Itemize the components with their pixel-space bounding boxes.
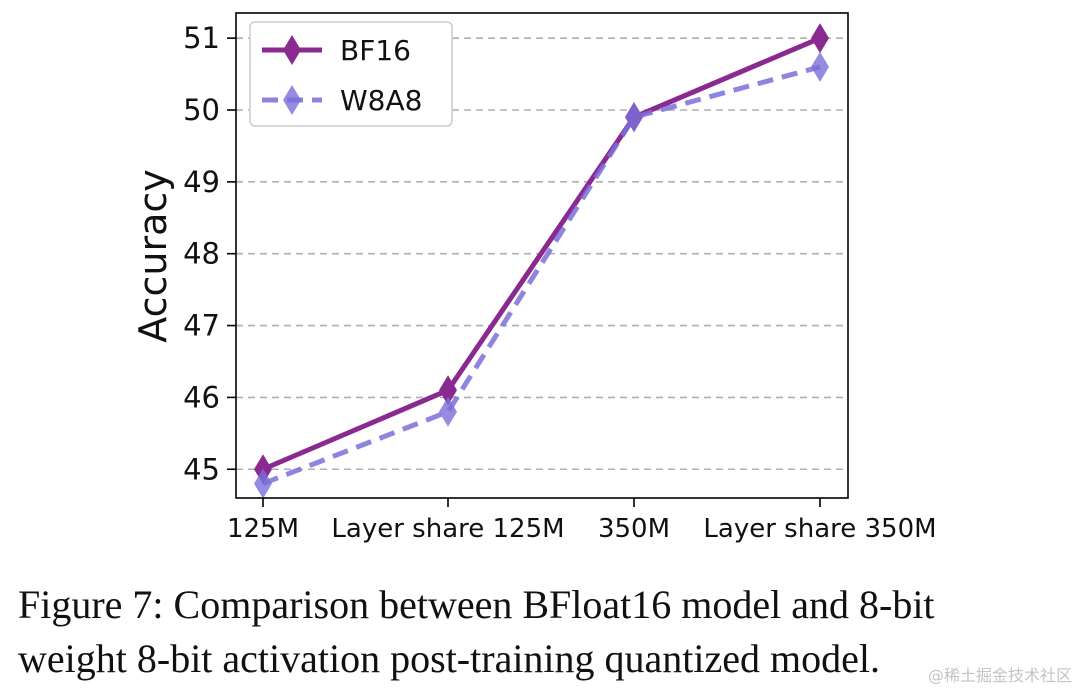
data-point-bf16 bbox=[439, 375, 457, 406]
y-tick-label: 45 bbox=[183, 452, 220, 486]
x-tick-label: Layer share 125M bbox=[331, 514, 564, 544]
data-point-bf16 bbox=[811, 23, 829, 54]
y-ticks: 45 46 47 48 49 50 51 bbox=[183, 21, 236, 486]
legend-marker-w8a8 bbox=[283, 85, 301, 115]
data-point-w8a8 bbox=[625, 102, 643, 133]
y-tick-label: 49 bbox=[183, 165, 220, 199]
series-markers bbox=[254, 23, 829, 499]
caption-line-2: weight 8-bit activation post-training qu… bbox=[18, 636, 881, 681]
x-ticks: 125M Layer share 125M 350M Layer share 350M bbox=[227, 498, 937, 544]
data-point-w8a8 bbox=[811, 51, 829, 82]
data-point-w8a8 bbox=[439, 396, 457, 427]
legend-label-w8a8: W8A8 bbox=[340, 84, 422, 117]
y-tick-label: 48 bbox=[183, 237, 220, 271]
chart: 45 46 47 48 49 50 51 125M Layer share 125M 350M L… bbox=[131, 12, 937, 544]
series-line-bf16 bbox=[260, 35, 823, 472]
x-tick-label: Layer share 350M bbox=[703, 514, 936, 544]
series-lines bbox=[260, 35, 823, 486]
watermark: @稀土掘金技术社区 bbox=[927, 666, 1072, 685]
series-line-w8a8 bbox=[262, 64, 821, 486]
caption-line-1: Figure 7: Comparison between BFloat16 mo… bbox=[18, 582, 935, 627]
y-tick-label: 51 bbox=[183, 21, 220, 55]
legend: BF16 W8A8 bbox=[249, 21, 453, 127]
y-tick-label: 50 bbox=[183, 93, 220, 127]
figure-caption: Figure 7: Comparison between BFloat16 mo… bbox=[18, 578, 1073, 686]
y-tick-label: 46 bbox=[183, 380, 220, 414]
y-axis-label: Accuracy bbox=[131, 169, 175, 343]
legend-marker-bf16 bbox=[283, 35, 301, 65]
x-tick-label: 350M bbox=[598, 514, 670, 544]
y-tick-label: 47 bbox=[183, 309, 220, 343]
data-point-w8a8 bbox=[254, 468, 272, 499]
plot-frame bbox=[235, 12, 849, 499]
x-tick-label: 125M bbox=[227, 514, 299, 544]
legend-label-bf16: BF16 bbox=[340, 34, 411, 67]
